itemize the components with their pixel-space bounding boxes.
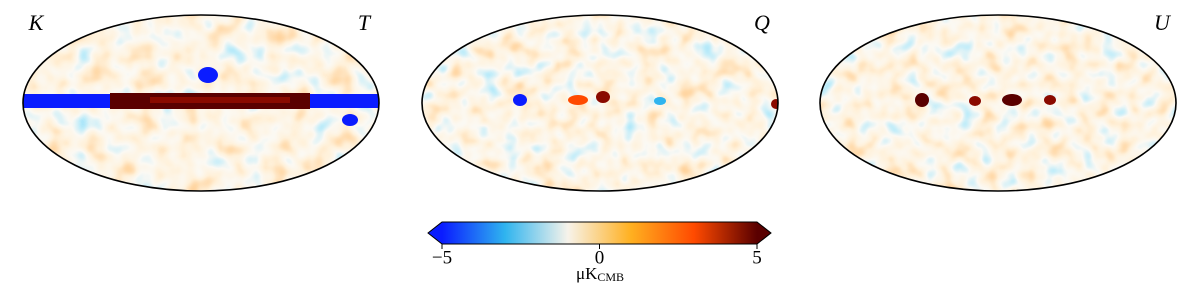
map-outline <box>421 14 779 192</box>
colorbar-label: μKCMB <box>576 264 624 284</box>
colorbar-tick-label: 0 <box>595 247 605 268</box>
panel-label: K <box>28 10 45 35</box>
colorbar: −5 0 5 <box>427 221 772 268</box>
colorbar-extend-high <box>757 222 771 244</box>
map-outline <box>22 14 380 192</box>
map-outline <box>819 14 1177 192</box>
unit-subscript: CMB <box>597 270 624 284</box>
map-panel <box>422 15 778 191</box>
map-panel <box>820 15 1176 191</box>
colorbar-extend-low <box>428 222 442 244</box>
colorbar-gradient <box>442 222 757 244</box>
panel-label: U <box>1154 10 1172 35</box>
panel-label: Q <box>754 10 770 35</box>
colorbar-tick-label: 5 <box>752 247 762 268</box>
map-panel <box>23 15 379 191</box>
panel-label: T <box>358 10 372 35</box>
unit: μK <box>576 264 598 283</box>
colorbar-tick-label: −5 <box>432 247 452 268</box>
